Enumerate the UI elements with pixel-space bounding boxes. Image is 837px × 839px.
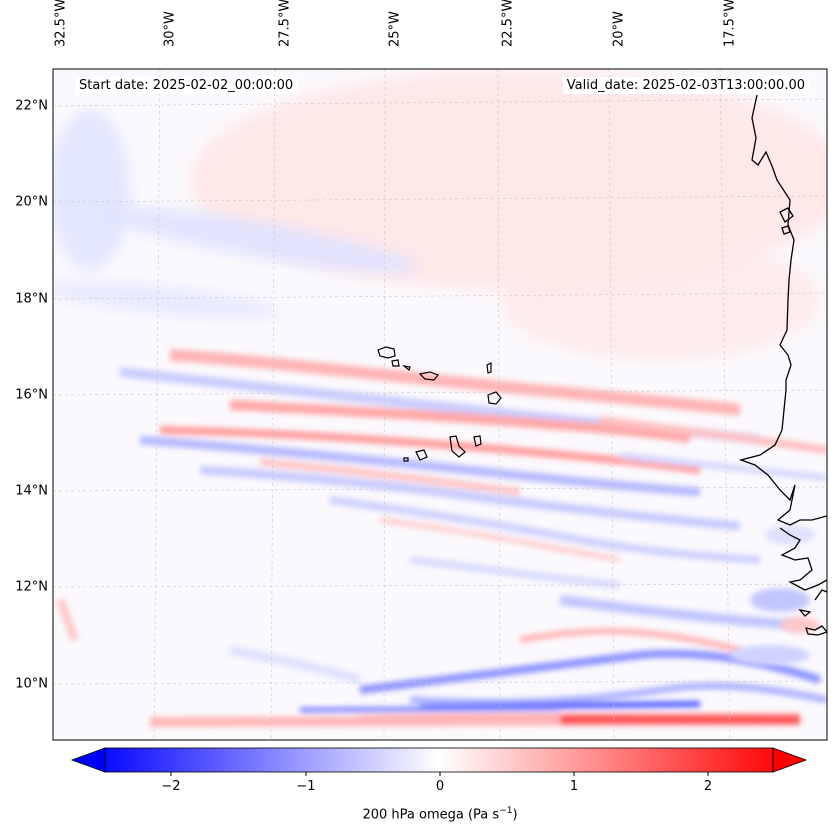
colorbar [70, 747, 808, 776]
map-frame [52, 68, 828, 741]
colorbar-units: Pa s [473, 807, 500, 823]
omega-field [53, 70, 827, 727]
graticule [53, 69, 827, 740]
colorbar-caption: 200 hPa omega (Pa s−1) [362, 806, 518, 823]
coastline [738, 94, 827, 636]
colorbar-low-extend [70, 747, 106, 773]
lat-label: 20°N [15, 194, 48, 210]
colorbar-variable: 200 hPa omega [362, 807, 464, 823]
lat-label: 16°N [15, 387, 48, 403]
colorbar-units-exponent: −1 [499, 806, 513, 816]
lat-label: 12°N [15, 579, 48, 595]
colorbar-tick-label: 0 [435, 779, 445, 794]
colorbar-tick-label: −1 [296, 779, 316, 794]
lat-label: 14°N [15, 483, 48, 499]
colorbar-tick-label: −2 [161, 779, 181, 794]
lat-label: 10°N [15, 676, 48, 692]
start-date-label: Start date: 2025-02-02_00:00:00 [75, 77, 298, 94]
colorbar-tick-label: 1 [569, 779, 579, 794]
colorbar-high-extend [772, 747, 808, 773]
lat-label: 22°N [15, 98, 48, 114]
colorbar-tick-label: 2 [703, 779, 713, 794]
cape-verde-islands [377, 346, 502, 462]
colorbar-ramp [104, 747, 774, 773]
valid-date-label: Valid_date: 2025-02-03T13:00:00.00 [562, 77, 809, 94]
lat-label: 18°N [15, 291, 48, 307]
